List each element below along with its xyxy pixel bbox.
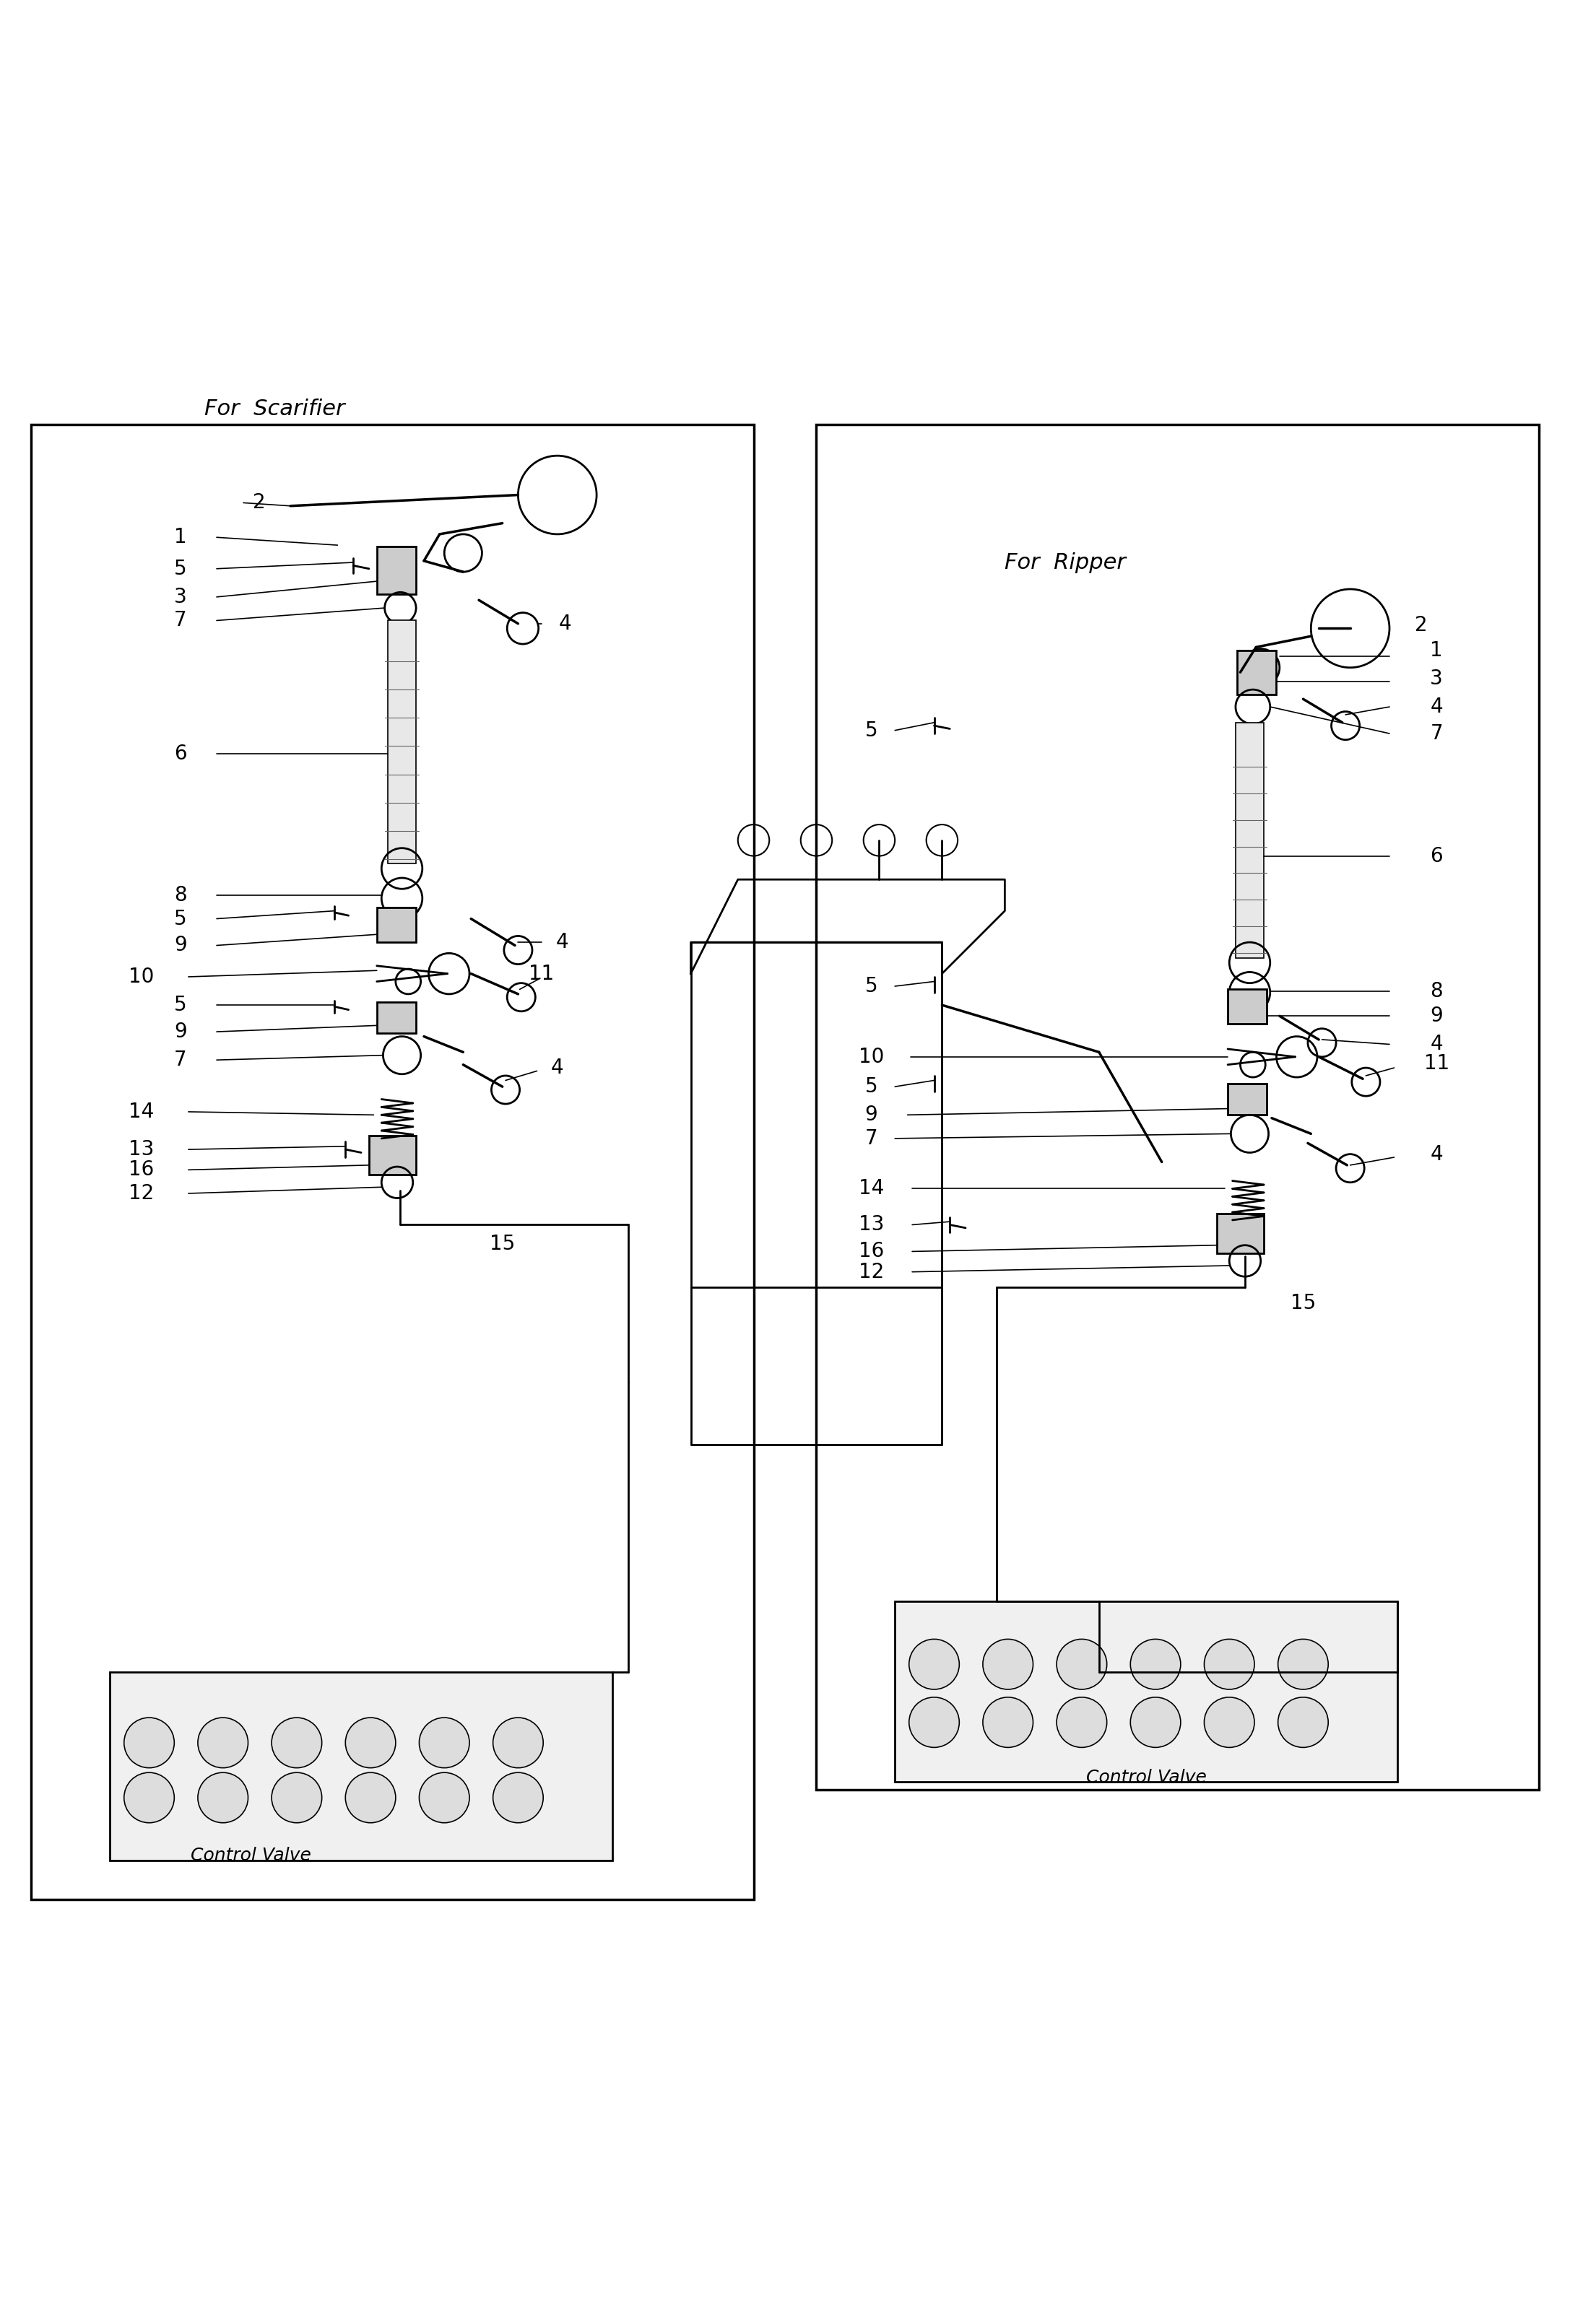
Text: 5: 5 <box>865 1076 878 1097</box>
Text: 6: 6 <box>1430 846 1443 867</box>
Text: 10: 10 <box>859 1046 884 1067</box>
Text: 5: 5 <box>174 558 187 579</box>
Text: 14: 14 <box>129 1102 154 1122</box>
Circle shape <box>272 1717 322 1769</box>
Text: Control Valve: Control Valve <box>1086 1769 1206 1785</box>
Text: 12: 12 <box>859 1262 884 1283</box>
Text: 7: 7 <box>865 1129 878 1148</box>
Circle shape <box>1130 1697 1181 1748</box>
Circle shape <box>198 1773 248 1822</box>
Text: 7: 7 <box>174 1050 187 1069</box>
Bar <box>895 1601 1397 1783</box>
Circle shape <box>345 1773 396 1822</box>
Text: 10: 10 <box>129 967 154 988</box>
Text: 7: 7 <box>174 611 187 630</box>
Circle shape <box>345 1717 396 1769</box>
Circle shape <box>1204 1638 1254 1690</box>
Text: 4: 4 <box>1430 1143 1443 1164</box>
Text: 5: 5 <box>174 909 187 930</box>
Bar <box>1228 1083 1267 1116</box>
Text: 3: 3 <box>174 588 187 607</box>
Circle shape <box>983 1638 1033 1690</box>
Circle shape <box>493 1717 543 1769</box>
Bar <box>691 941 942 1287</box>
Bar <box>110 1671 612 1862</box>
Bar <box>388 621 416 865</box>
Text: 16: 16 <box>859 1241 884 1262</box>
Text: 9: 9 <box>174 934 187 955</box>
Text: 5: 5 <box>865 720 878 741</box>
Circle shape <box>1057 1697 1107 1748</box>
Text: 13: 13 <box>859 1215 884 1234</box>
Text: 2: 2 <box>1415 616 1427 634</box>
Text: 15: 15 <box>1291 1292 1316 1313</box>
Text: Control Valve: Control Valve <box>192 1848 311 1864</box>
Text: 12: 12 <box>129 1183 154 1204</box>
Bar <box>1228 990 1267 1025</box>
Circle shape <box>198 1717 248 1769</box>
Bar <box>377 1002 416 1034</box>
Text: 4: 4 <box>551 1057 564 1078</box>
Text: 2: 2 <box>253 493 265 514</box>
Circle shape <box>1057 1638 1107 1690</box>
Circle shape <box>419 1717 469 1769</box>
Circle shape <box>124 1717 174 1769</box>
Circle shape <box>124 1773 174 1822</box>
Text: 16: 16 <box>129 1160 154 1181</box>
Circle shape <box>1130 1638 1181 1690</box>
Bar <box>377 909 416 941</box>
Circle shape <box>272 1773 322 1822</box>
Circle shape <box>1278 1638 1328 1690</box>
Text: 4: 4 <box>1430 1034 1443 1055</box>
Text: 13: 13 <box>129 1139 154 1160</box>
Circle shape <box>493 1773 543 1822</box>
Text: 4: 4 <box>556 932 568 953</box>
Text: For  Ripper: For Ripper <box>1005 553 1126 574</box>
Text: 4: 4 <box>1430 697 1443 716</box>
Bar <box>369 1136 416 1174</box>
Text: 9: 9 <box>865 1104 878 1125</box>
Text: 8: 8 <box>174 885 187 906</box>
Text: 4: 4 <box>559 614 571 634</box>
Bar <box>1236 723 1264 957</box>
Text: 8: 8 <box>1430 981 1443 1002</box>
Text: 11: 11 <box>1424 1053 1449 1074</box>
Circle shape <box>983 1697 1033 1748</box>
Bar <box>1237 651 1276 695</box>
Bar <box>816 425 1539 1789</box>
Circle shape <box>909 1638 959 1690</box>
Text: 5: 5 <box>174 995 187 1016</box>
Text: 15: 15 <box>490 1234 515 1253</box>
Text: 1: 1 <box>1430 639 1443 660</box>
Circle shape <box>1204 1697 1254 1748</box>
Text: 6: 6 <box>174 744 187 765</box>
Circle shape <box>1278 1697 1328 1748</box>
Text: For  Scarifier: For Scarifier <box>204 400 344 421</box>
Circle shape <box>909 1697 959 1748</box>
Text: 14: 14 <box>859 1178 884 1199</box>
Text: 3: 3 <box>1430 669 1443 688</box>
Text: 7: 7 <box>1430 723 1443 744</box>
Text: 9: 9 <box>1430 1006 1443 1027</box>
Bar <box>31 425 754 1899</box>
Circle shape <box>419 1773 469 1822</box>
Text: 11: 11 <box>529 964 554 983</box>
Text: 1: 1 <box>174 528 187 548</box>
Bar <box>1217 1213 1264 1253</box>
Text: 5: 5 <box>865 976 878 997</box>
Text: 9: 9 <box>174 1023 187 1041</box>
Bar <box>377 546 416 595</box>
